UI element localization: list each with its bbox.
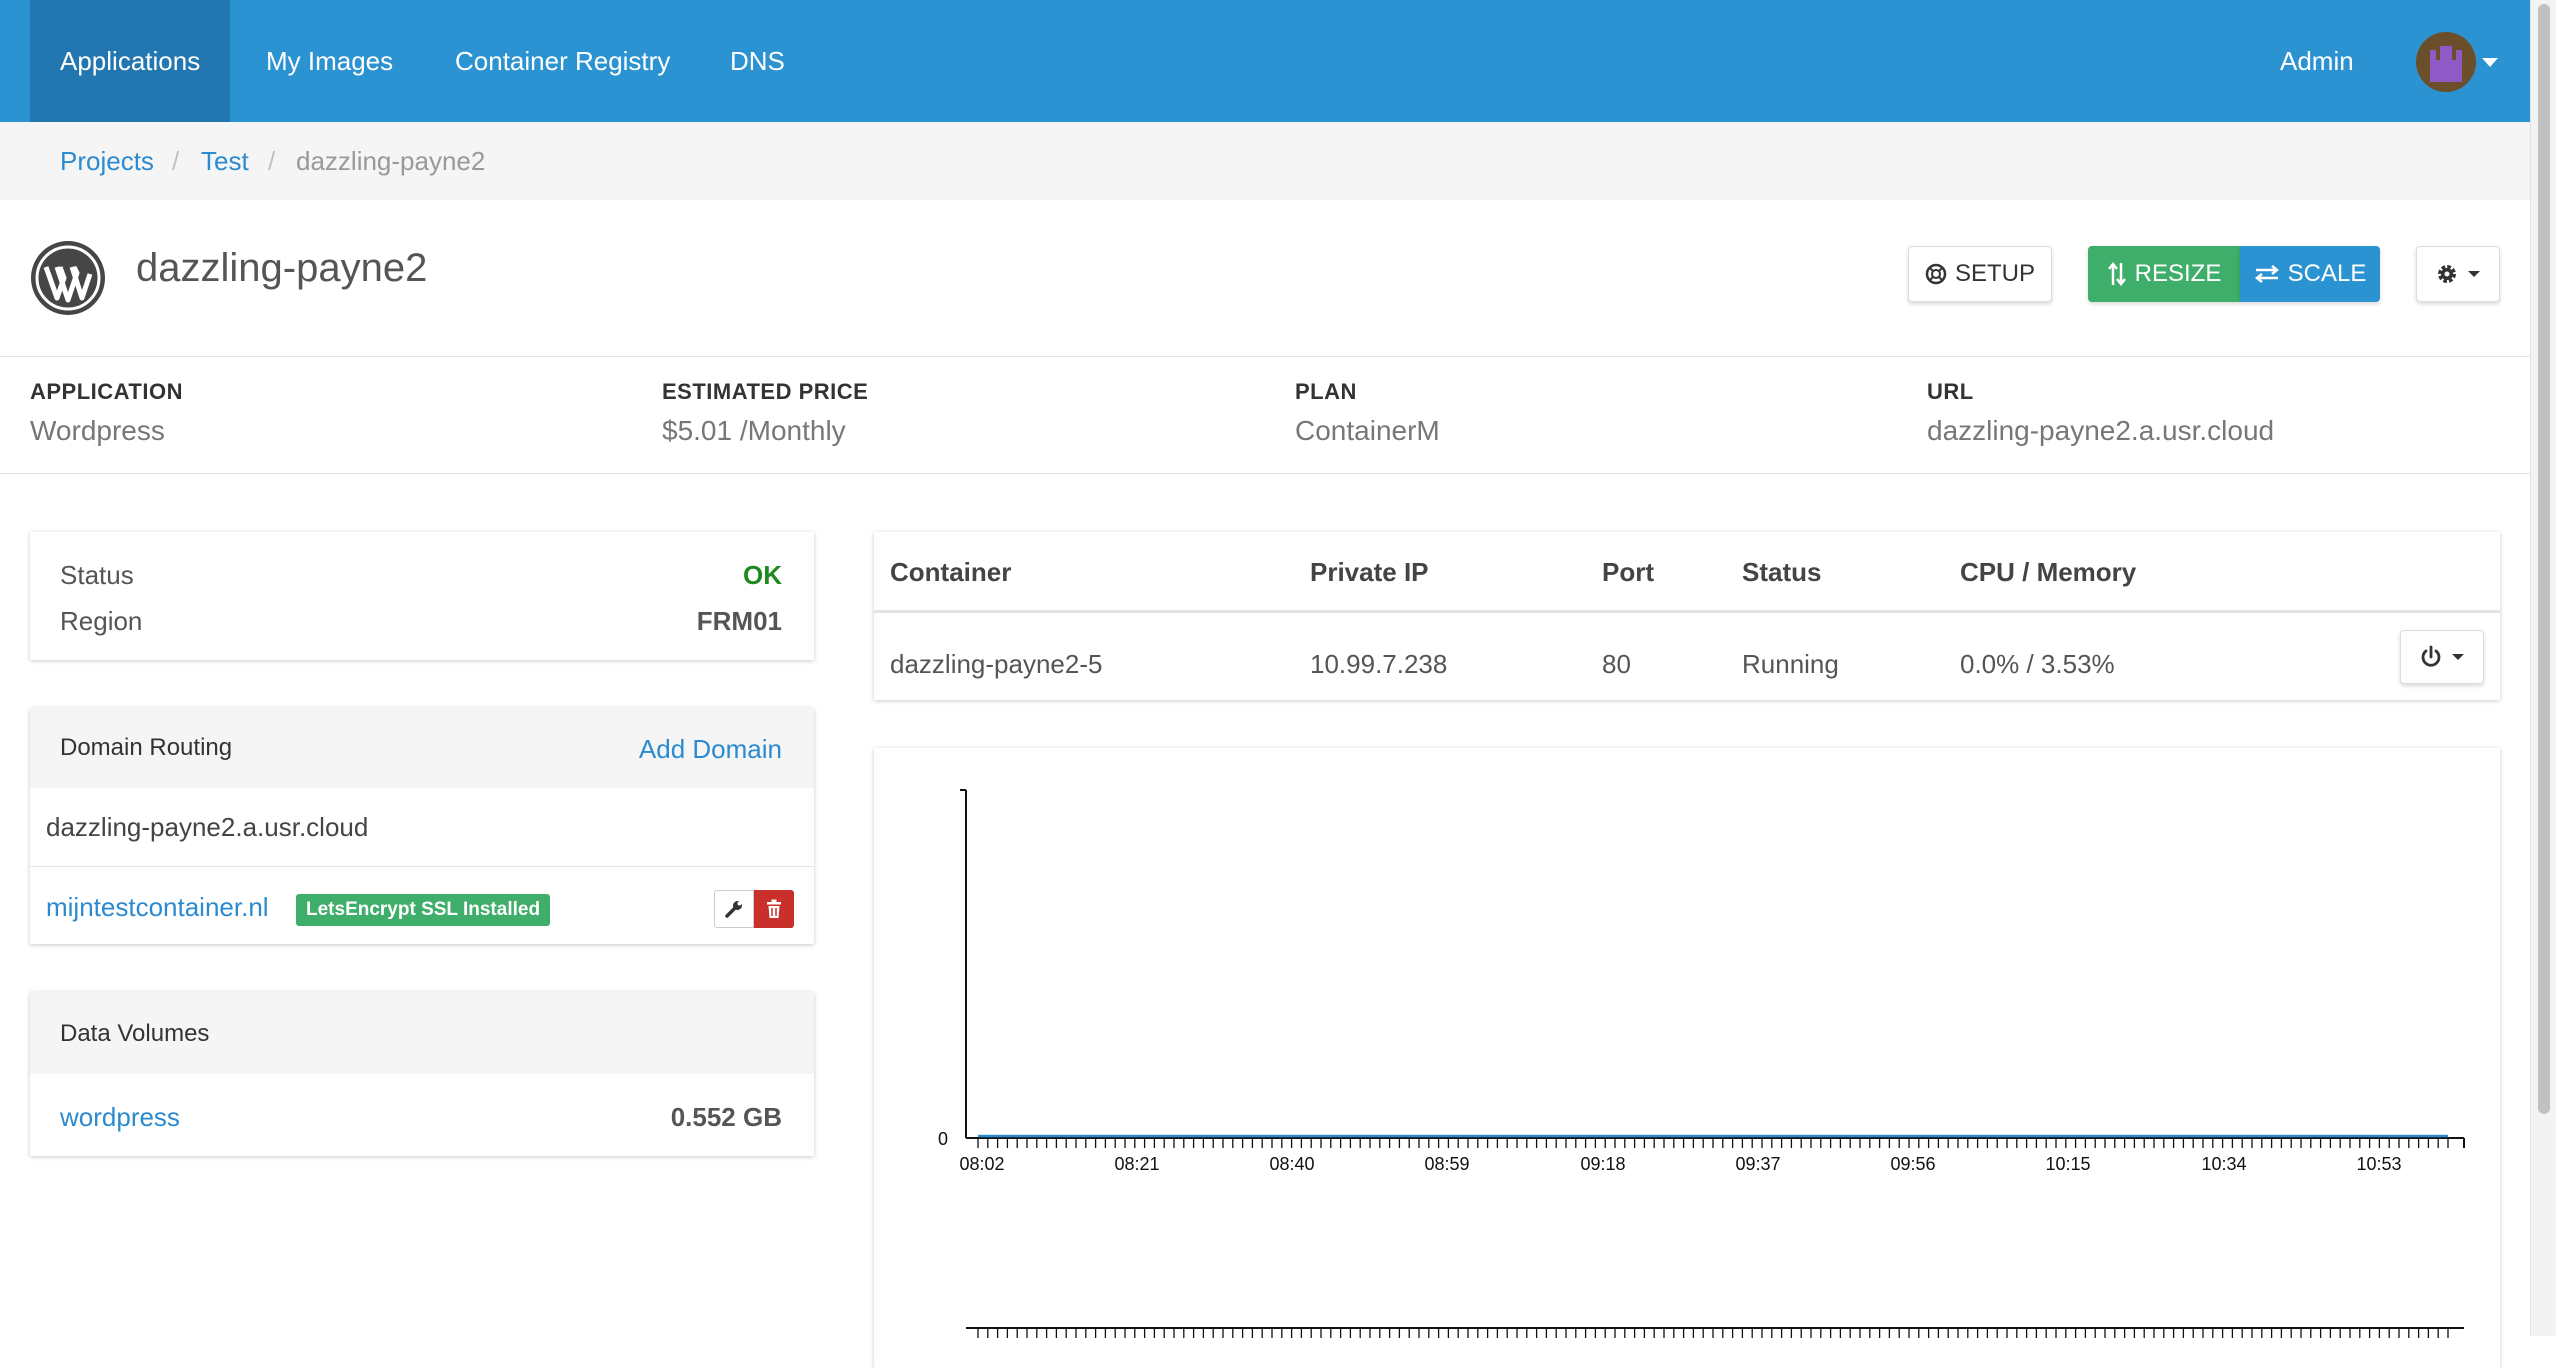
- app-info-row: APPLICATION Wordpress ESTIMATED PRICE $5…: [0, 356, 2530, 474]
- data-volumes-card: Data Volumes wordpress 0.552 GB: [30, 992, 814, 1156]
- volume-link[interactable]: wordpress: [60, 1102, 180, 1132]
- column-header-status: Status: [1742, 557, 1822, 587]
- data-volumes-title: Data Volumes: [60, 1020, 210, 1047]
- nav-dns[interactable]: DNS: [730, 46, 785, 76]
- top-navbar: Applications My Images Container Registr…: [0, 0, 2530, 122]
- delete-domain-button[interactable]: [754, 890, 794, 928]
- divider: [30, 866, 814, 867]
- nav-applications[interactable]: Applications: [30, 0, 231, 122]
- x-tick-label: 10:34: [2201, 1154, 2246, 1174]
- nav-container-registry[interactable]: Container Registry: [455, 46, 671, 76]
- metrics-chart-card: 0 08:02 08:21 08:40 08:59 09:18 09:37 09:56 10:1…: [874, 748, 2500, 1368]
- metrics-chart: 0 08:02 08:21 08:40 08:59 09:18 09:37 09:56 10:1…: [938, 789, 2465, 1338]
- caret-down-icon: [2452, 654, 2464, 660]
- region-label: Region: [60, 606, 143, 636]
- scale-icon: [2254, 265, 2279, 283]
- plan-label: PLAN: [1295, 379, 1357, 404]
- application-label: APPLICATION: [30, 379, 183, 404]
- y-tick-label: 0: [938, 1129, 948, 1149]
- wordpress-icon: [31, 241, 105, 315]
- containers-table: Container Private IP Port Status CPU / M…: [874, 532, 2500, 700]
- x-tick-label: 08:02: [959, 1154, 1004, 1174]
- table-header-divider: [874, 610, 2500, 613]
- x-tick-label: 08:21: [1114, 1154, 1159, 1174]
- avatar[interactable]: [2416, 32, 2476, 92]
- breadcrumb-current: dazzling-payne2: [296, 146, 486, 176]
- scale-label: SCALE: [2287, 260, 2367, 287]
- container-name-link[interactable]: dazzling-payne2-5: [890, 649, 1103, 679]
- domain-routing-card: Domain Routing Add Domain dazzling-payne…: [30, 708, 814, 944]
- x-tick-label: 08:59: [1424, 1154, 1469, 1174]
- region-value: FRM01: [696, 606, 782, 636]
- breadcrumb-test[interactable]: Test: [201, 146, 249, 176]
- gear-icon: [2438, 265, 2456, 283]
- nav-admin[interactable]: Admin: [2280, 46, 2354, 76]
- nav-my-images[interactable]: My Images: [266, 46, 394, 76]
- data-volumes-header: Data Volumes: [30, 992, 814, 1074]
- volume-size: 0.552 GB: [670, 1102, 782, 1132]
- plan-value: ContainerM: [1295, 415, 1440, 446]
- page-title: dazzling-payne2: [136, 246, 428, 290]
- container-port: 80: [1602, 649, 1631, 679]
- status-label: Status: [60, 560, 134, 590]
- power-menu-button[interactable]: [2400, 630, 2484, 684]
- breadcrumb: Projects / Test / dazzling-payne2: [0, 122, 2530, 200]
- default-domain: dazzling-payne2.a.usr.cloud: [46, 812, 369, 842]
- ssl-badge: LetsEncrypt SSL Installed: [296, 894, 551, 926]
- breadcrumb-projects[interactable]: Projects: [60, 146, 154, 176]
- resize-icon: [2107, 261, 2126, 287]
- x-tick-label: 09:18: [1580, 1154, 1625, 1174]
- resize-label: RESIZE: [2134, 260, 2222, 287]
- url-label: URL: [1927, 379, 1974, 404]
- lifebuoy-icon: [1925, 263, 1947, 285]
- column-header-private-ip: Private IP: [1310, 557, 1429, 587]
- edit-domain-button[interactable]: [714, 890, 754, 928]
- x-tick-label: 09:37: [1735, 1154, 1780, 1174]
- x-tick-label: 10:53: [2356, 1154, 2401, 1174]
- price-value: $5.01 /Monthly: [662, 415, 846, 446]
- status-card: Status OK Region FRM01: [30, 532, 814, 660]
- scrollbar-thumb[interactable]: [2538, 4, 2550, 1114]
- container-ip: 10.99.7.238: [1310, 649, 1448, 679]
- container-usage: 0.0% / 3.53%: [1960, 649, 2115, 679]
- domain-routing-title: Domain Routing: [60, 734, 233, 761]
- container-status: Running: [1742, 649, 1839, 679]
- caret-down-icon[interactable]: [2482, 58, 2498, 67]
- price-label: ESTIMATED PRICE: [662, 379, 869, 404]
- setup-label: SETUP: [1954, 260, 2035, 287]
- trash-icon: [767, 899, 781, 918]
- column-header-container: Container: [890, 557, 1012, 587]
- app-url-link[interactable]: dazzling-payne2.a.usr.cloud: [1927, 415, 2275, 446]
- wrench-icon: [725, 901, 742, 918]
- breadcrumb-separator: /: [268, 146, 276, 176]
- x-tick-label: 09:56: [1890, 1154, 1935, 1174]
- column-header-port: Port: [1602, 557, 1654, 587]
- custom-domain-link[interactable]: mijntestcontainer.nl: [46, 892, 269, 922]
- add-domain-link[interactable]: Add Domain: [638, 734, 782, 764]
- x-tick-label: 08:40: [1269, 1154, 1314, 1174]
- domain-routing-header: Domain Routing Add Domain: [30, 708, 814, 788]
- resize-button[interactable]: RESIZE: [2088, 246, 2240, 302]
- breadcrumb-separator: /: [172, 146, 180, 176]
- status-badge: OK: [743, 560, 782, 590]
- power-icon: [2421, 645, 2441, 667]
- scale-button[interactable]: SCALE: [2240, 246, 2380, 302]
- application-value: Wordpress: [30, 415, 165, 446]
- x-tick-label: 10:15: [2045, 1154, 2090, 1174]
- setup-button[interactable]: SETUP: [1908, 246, 2052, 302]
- caret-down-icon: [2468, 271, 2480, 277]
- settings-menu-button[interactable]: [2416, 246, 2500, 302]
- column-header-cpu-memory: CPU / Memory: [1960, 557, 2137, 587]
